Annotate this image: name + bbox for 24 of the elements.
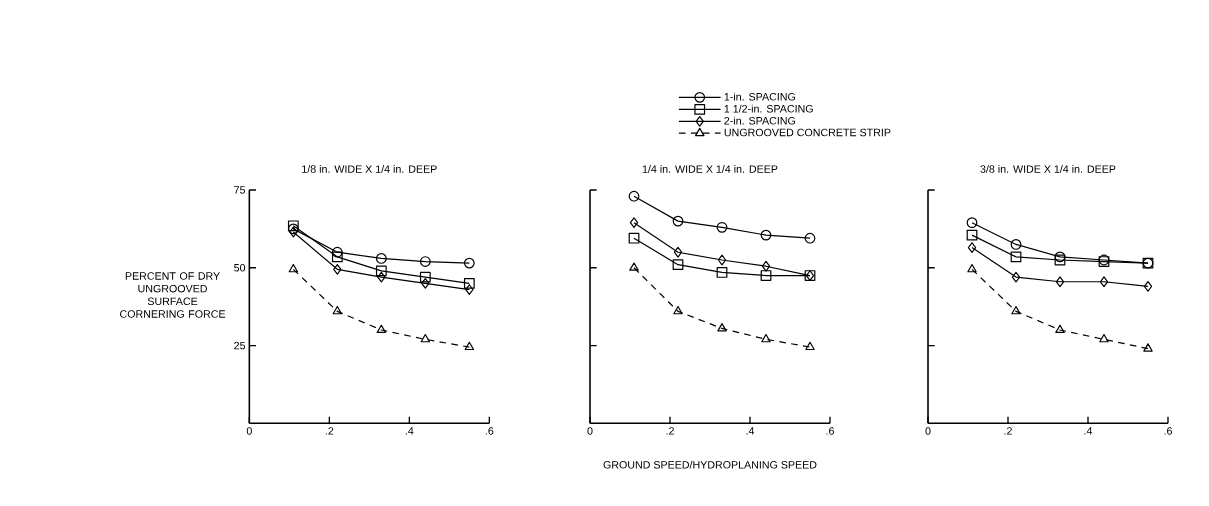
- x-tick-label: .4: [1084, 427, 1093, 435]
- x-tick-label: 0: [925, 427, 931, 435]
- legend-label: 1-in. SPACING: [724, 92, 795, 101]
- x-tick-label: .6: [826, 427, 834, 435]
- y-tick-label: 25: [234, 341, 246, 350]
- y-tick-label: 50: [234, 264, 246, 272]
- x-axis-title: GROUND SPEED/HYDROPLANING SPEED: [603, 460, 817, 469]
- y-tick-label: 75: [234, 186, 246, 194]
- x-tick-label: .2: [1004, 427, 1012, 435]
- legend-label: UNGROOVED CONCRETE STRIP: [724, 128, 891, 137]
- chart-title: 1/8 in. WIDE X 1/4 in. DEEP: [302, 165, 437, 173]
- x-tick-label: .4: [746, 427, 755, 435]
- x-tick-label: .6: [1164, 427, 1172, 435]
- y-axis-title: PERCENT OF DRY UNGROOVED SURFACE CORNERING FORCE: [120, 272, 226, 318]
- legend-label: 2-in. SPACING: [724, 116, 795, 125]
- x-tick-label: .6: [485, 427, 494, 435]
- x-tick-label: .4: [405, 427, 414, 435]
- x-tick-label: .2: [666, 427, 674, 435]
- x-tick-label: 0: [246, 427, 252, 435]
- chart-title: 1/4 in. WIDE X 1/4 in. DEEP: [642, 165, 778, 173]
- chart-title: 3/8 in. WIDE X 1/4 in. DEEP: [980, 165, 1116, 173]
- legend-label: 1 1/2-in. SPACING: [724, 104, 813, 113]
- x-tick-label: 0: [587, 427, 593, 435]
- x-tick-label: .2: [325, 427, 334, 435]
